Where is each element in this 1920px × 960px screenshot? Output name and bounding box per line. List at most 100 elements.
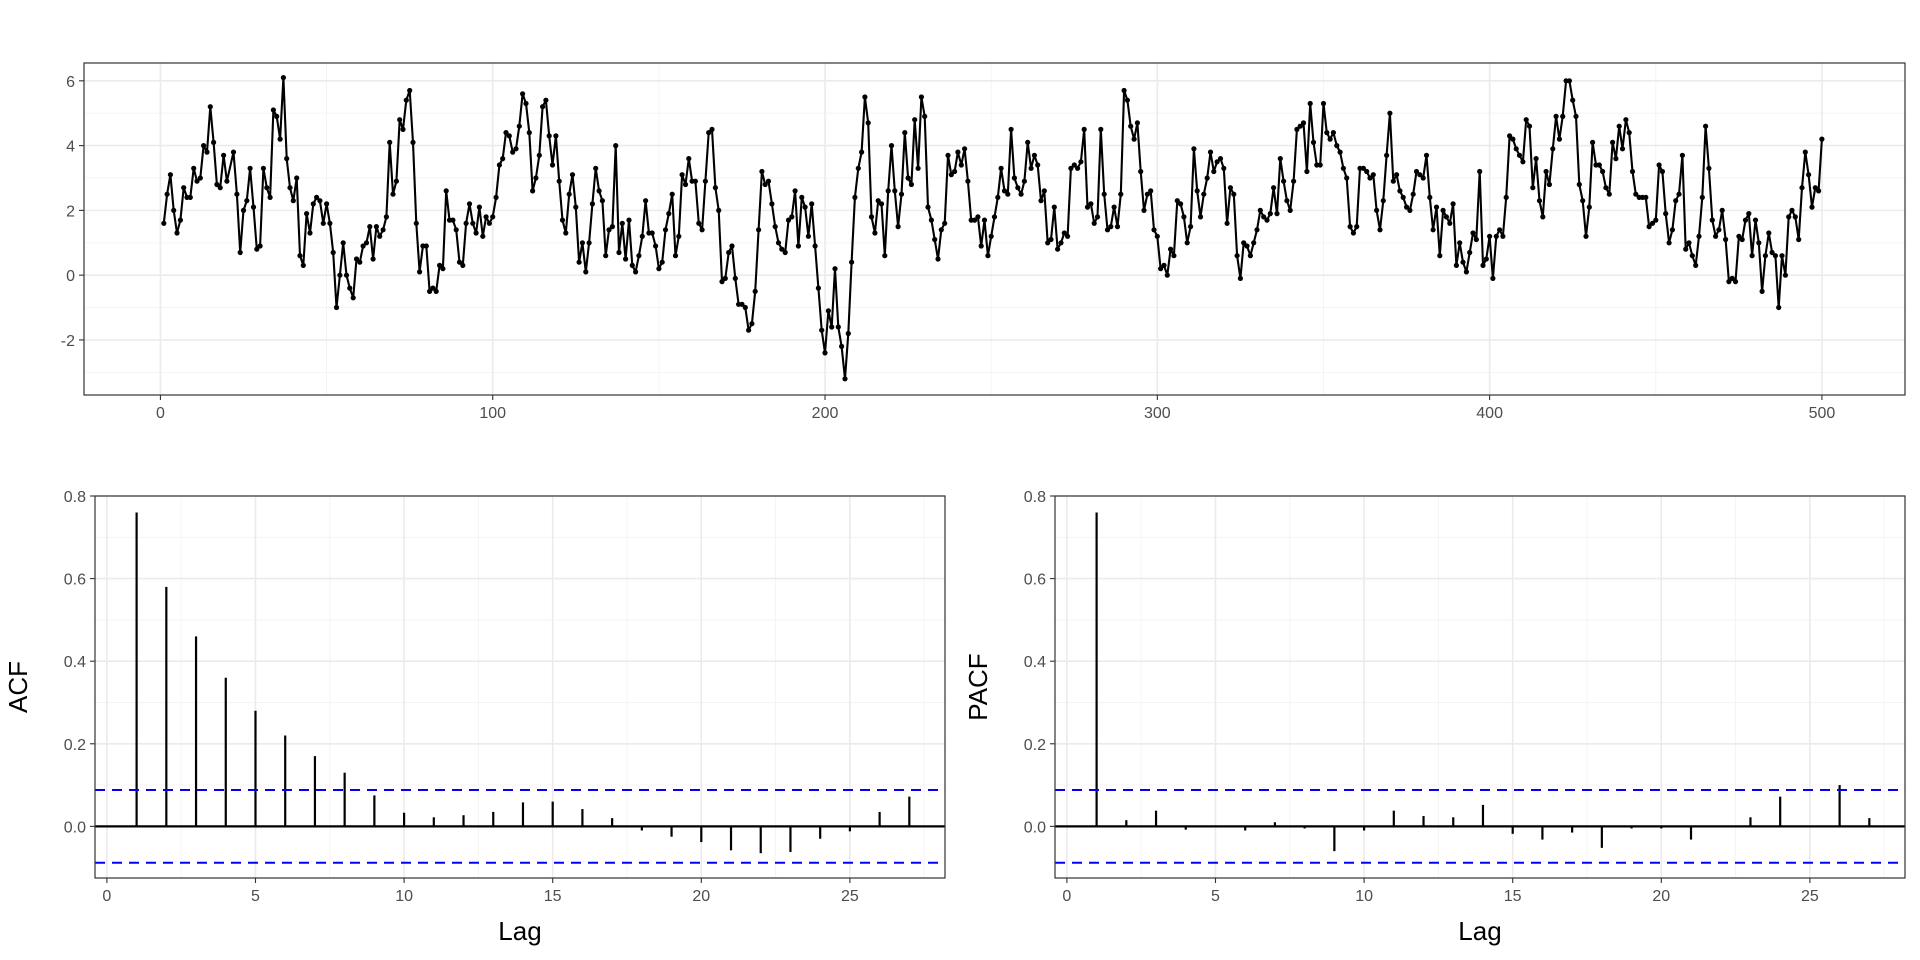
data-point	[1337, 149, 1343, 155]
data-point	[702, 178, 709, 184]
data-point	[1726, 279, 1732, 285]
data-point	[566, 191, 572, 197]
data-point	[1118, 191, 1124, 197]
data-point	[1772, 253, 1778, 259]
data-point	[310, 201, 316, 207]
data-point	[1713, 233, 1719, 239]
data-point	[1354, 224, 1360, 230]
data-point	[1334, 143, 1340, 149]
data-point	[1184, 240, 1190, 246]
data-point	[277, 136, 283, 142]
data-point	[247, 165, 253, 171]
data-point	[240, 207, 247, 213]
x-tick-label: 0	[102, 888, 111, 905]
data-point	[1394, 172, 1400, 178]
data-point	[377, 233, 383, 239]
data-point	[599, 198, 606, 204]
data-point	[765, 178, 772, 184]
data-point	[1267, 211, 1273, 217]
data-point	[1141, 207, 1147, 213]
data-point	[1590, 139, 1596, 145]
data-point	[390, 191, 396, 197]
data-point	[1317, 162, 1323, 168]
data-point	[556, 178, 562, 184]
data-point	[1181, 214, 1187, 220]
data-point	[669, 191, 675, 197]
y-axis-title: ACF	[3, 661, 33, 713]
data-point	[1021, 178, 1027, 184]
data-point	[1460, 259, 1466, 265]
x-tick-label: 20	[692, 888, 710, 905]
data-point	[965, 178, 971, 184]
data-point	[1121, 87, 1127, 94]
data-point	[211, 139, 217, 145]
data-point	[958, 162, 964, 168]
data-point	[1560, 113, 1566, 119]
data-point	[1443, 214, 1449, 220]
x-tick-label: 15	[1504, 888, 1522, 905]
x-tick-label: 25	[1801, 888, 1819, 905]
data-point	[559, 217, 566, 223]
data-point	[1188, 224, 1194, 230]
data-point	[181, 185, 187, 191]
data-point	[1437, 253, 1443, 259]
y-tick-label: 0.8	[64, 489, 86, 506]
data-point	[1364, 168, 1370, 175]
data-point	[1719, 207, 1725, 213]
data-point	[1271, 185, 1277, 191]
data-point	[221, 152, 227, 158]
data-point	[918, 94, 925, 100]
data-point	[563, 230, 569, 236]
data-point	[576, 259, 582, 265]
data-point	[1619, 146, 1626, 152]
data-point	[892, 188, 898, 194]
data-point	[363, 240, 370, 246]
data-point	[1792, 214, 1798, 220]
data-point	[888, 143, 895, 149]
data-point	[1693, 262, 1699, 268]
data-point	[1513, 146, 1519, 152]
data-point	[1164, 272, 1170, 278]
data-point	[1320, 100, 1327, 107]
data-point	[1214, 159, 1220, 165]
data-point	[1254, 227, 1260, 233]
data-point	[1546, 181, 1552, 188]
data-point	[1430, 227, 1436, 233]
data-point	[972, 217, 978, 223]
data-point	[586, 240, 592, 246]
data-point	[1759, 288, 1765, 294]
data-point	[1058, 240, 1064, 246]
data-point	[201, 143, 207, 149]
x-tick-label: 0	[156, 405, 165, 422]
data-point	[1689, 253, 1695, 259]
data-point	[1629, 168, 1636, 175]
data-point	[483, 214, 489, 220]
data-point	[1257, 207, 1263, 213]
data-point	[942, 220, 948, 226]
data-point	[1327, 136, 1333, 142]
data-point	[726, 249, 732, 256]
data-point	[1706, 165, 1712, 171]
data-point	[1201, 191, 1207, 197]
data-point	[333, 304, 340, 311]
data-point	[975, 214, 981, 220]
data-point	[1284, 198, 1290, 204]
data-point	[1447, 220, 1453, 226]
data-point	[1516, 152, 1523, 158]
data-point	[759, 168, 765, 175]
data-point	[805, 233, 812, 239]
data-point	[908, 181, 915, 188]
pacf-panel: 0 5 10 15 20 25 0.0 0.2 0.4 0.6 0.8 Lag PACF	[963, 489, 1906, 946]
data-point	[1304, 168, 1310, 175]
data-point	[945, 152, 951, 158]
data-point	[1540, 214, 1546, 220]
x-tick-label: 20	[1652, 888, 1670, 905]
data-point	[1350, 230, 1356, 236]
data-point	[1031, 152, 1037, 158]
data-point	[473, 230, 479, 236]
data-point	[1094, 214, 1101, 220]
data-point	[1789, 207, 1795, 213]
data-point	[1237, 275, 1243, 281]
data-point	[1742, 217, 1749, 223]
data-point	[187, 194, 193, 200]
